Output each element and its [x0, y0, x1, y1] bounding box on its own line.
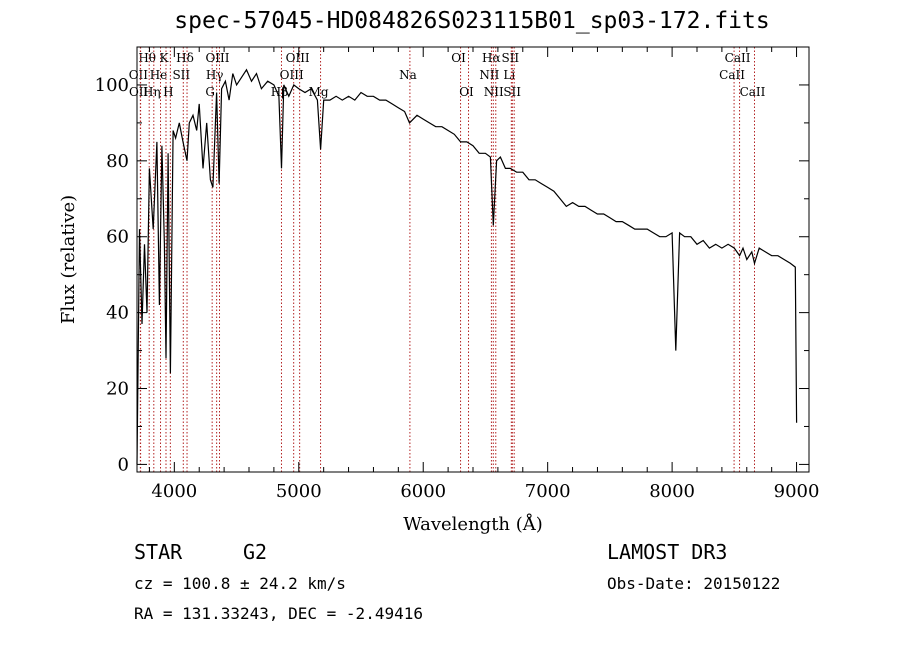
- series-layer: [136, 68, 798, 465]
- y-tick-label-100: 100: [95, 75, 129, 96]
- line-markers: HθOIIOIIHηHeKHSIIHδGHγOIIIHβOIIIOIIIMgNa…: [129, 47, 766, 472]
- x-tick-label-8000: 8000: [649, 481, 695, 502]
- line-marker-label-1: OII: [129, 68, 149, 82]
- line-marker-label-3: Hη: [143, 85, 161, 99]
- obs-date: Obs-Date: 20150122: [607, 574, 781, 593]
- plot-frame: [136, 46, 810, 473]
- line-marker-label-17: OI: [451, 51, 466, 65]
- line-marker-label-14: OIII: [286, 51, 310, 65]
- line-marker-label-26: CaII: [725, 51, 751, 65]
- line-marker-label-21: NII: [484, 85, 504, 99]
- line-marker-label-27: CaII: [740, 85, 766, 99]
- line-marker-label-9: G: [205, 85, 215, 99]
- coordinates: RA = 131.33243, DEC = -2.49416: [134, 604, 423, 623]
- chart-title: spec-57045-HD084826S023115B01_sp03-172.f…: [174, 8, 770, 34]
- x-axis-label: Wavelength (Å): [403, 513, 543, 535]
- line-marker-label-6: H: [163, 85, 173, 99]
- x-tick-label-4000: 4000: [151, 481, 197, 502]
- x-tick-label-9000: 9000: [774, 481, 820, 502]
- y-tick-label-80: 80: [106, 151, 129, 172]
- object-class: STAR: [134, 540, 183, 564]
- line-marker-label-20: Hα: [482, 51, 501, 65]
- y-tick-label-60: 60: [106, 227, 129, 248]
- y-tick-label-20: 20: [106, 379, 129, 400]
- line-marker-label-7: SII: [172, 68, 190, 82]
- line-marker-label-2: OII: [129, 85, 149, 99]
- y-tick-label-0: 0: [118, 454, 129, 475]
- line-marker-label-8: Hδ: [176, 51, 194, 65]
- line-marker-label-13: OIII: [280, 68, 304, 82]
- axis-labels: 4000 5000 6000 7000 8000 9000 0 20 40 60 80 100 Wave…: [58, 75, 819, 535]
- redshift-cz: cz = 100.8 ± 24.2 km/s: [134, 574, 346, 593]
- line-marker-label-10: Hγ: [206, 68, 224, 82]
- axis-ticks: [137, 46, 809, 472]
- line-marker-label-22: Li: [503, 68, 515, 82]
- line-marker-label-25: CaII: [719, 68, 745, 82]
- line-marker-label-15: Mg: [309, 85, 329, 99]
- line-marker-label-24: SII: [503, 85, 521, 99]
- line-marker-label-19: NII: [479, 68, 499, 82]
- x-tick-label-7000: 7000: [525, 481, 571, 502]
- x-tick-label-6000: 6000: [400, 481, 446, 502]
- spectrum-line: [136, 68, 798, 465]
- y-tick-label-40: 40: [106, 303, 129, 324]
- x-tick-label-5000: 5000: [276, 481, 322, 502]
- subclass: G2: [243, 540, 268, 564]
- line-marker-label-5: K: [160, 51, 170, 65]
- line-marker-label-16: Na: [399, 68, 417, 82]
- line-marker-label-18: OI: [459, 85, 474, 99]
- line-marker-label-23: SII: [501, 51, 519, 65]
- line-marker-label-0: Hθ: [138, 51, 156, 65]
- y-axis-label: Flux (relative): [58, 195, 79, 324]
- line-marker-label-11: OIII: [205, 51, 229, 65]
- line-marker-label-4: He: [150, 68, 168, 82]
- survey-name: LAMOST DR3: [607, 540, 728, 564]
